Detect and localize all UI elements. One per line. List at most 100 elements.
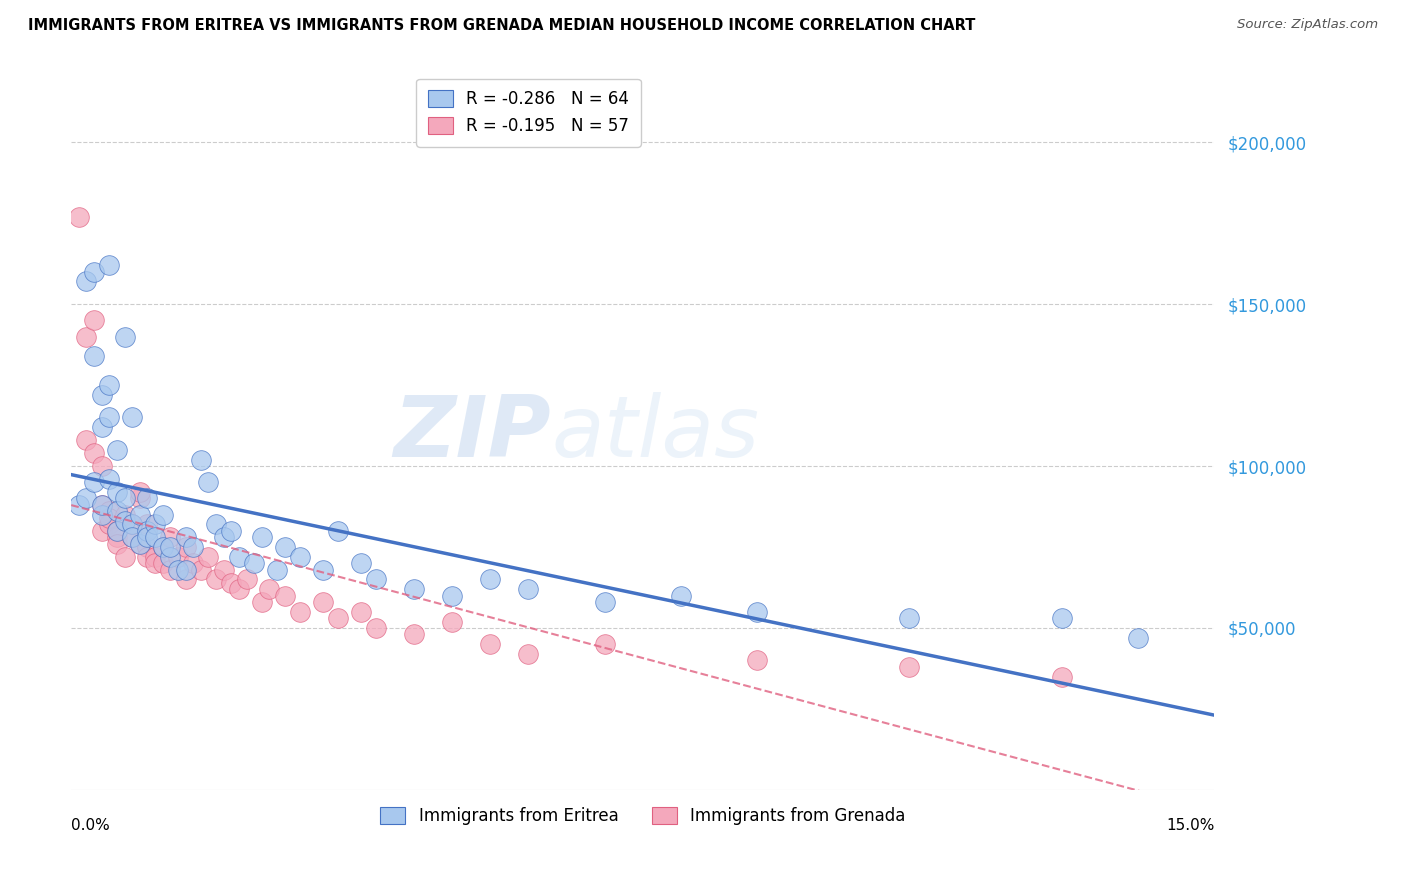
Point (90, 388, 112, 402)
Point (364, 573, 387, 587)
Point (90, 524, 112, 538)
Point (273, 589, 295, 603)
Point (159, 549, 181, 564)
Point (212, 530, 235, 544)
Point (83, 475, 105, 490)
Point (76, 491, 98, 506)
Point (174, 530, 197, 544)
Point (105, 524, 128, 538)
Point (90, 458, 112, 473)
Point (152, 508, 174, 522)
Point (479, 637, 502, 651)
Point (243, 556, 266, 570)
Point (105, 485, 128, 500)
Point (105, 524, 128, 538)
Point (219, 524, 242, 538)
Point (98, 258, 121, 272)
Point (326, 611, 349, 625)
Point (167, 563, 190, 577)
Point (745, 605, 768, 619)
Point (98, 472, 121, 486)
Point (205, 517, 228, 532)
Point (152, 540, 174, 554)
Point (517, 647, 540, 661)
Point (288, 605, 311, 619)
Point (114, 514, 136, 528)
Point (350, 605, 373, 619)
Point (90, 498, 112, 512)
Point (212, 563, 235, 577)
Point (83, 446, 105, 460)
Point (364, 621, 387, 635)
Point (114, 508, 136, 522)
Point (76, 433, 98, 447)
Point (190, 452, 212, 467)
Point (128, 485, 150, 500)
Point (312, 563, 335, 577)
Point (669, 589, 692, 603)
Point (114, 549, 136, 564)
Point (159, 540, 181, 554)
Point (441, 615, 464, 629)
Point (98, 511, 121, 525)
Point (159, 530, 181, 544)
Point (1050, 669, 1073, 683)
Text: 15.0%: 15.0% (1166, 819, 1215, 833)
Point (326, 524, 349, 538)
Legend: Immigrants from Eritrea, Immigrants from Grenada: Immigrants from Eritrea, Immigrants from… (374, 800, 912, 831)
Point (143, 530, 166, 544)
Point (441, 589, 464, 603)
Point (205, 573, 228, 587)
Point (174, 540, 197, 554)
Point (114, 329, 136, 343)
Point (121, 530, 143, 544)
Point (152, 556, 174, 570)
Point (83, 313, 105, 327)
Point (98, 504, 121, 518)
Point (219, 575, 242, 590)
Point (197, 549, 219, 564)
Point (259, 582, 281, 596)
Point (181, 540, 204, 554)
Point (83, 265, 105, 279)
Point (273, 540, 295, 554)
Point (105, 537, 128, 551)
Point (152, 540, 174, 554)
Point (98, 410, 121, 425)
Point (128, 537, 150, 551)
Point (90, 508, 112, 522)
Point (128, 491, 150, 506)
Point (174, 563, 197, 577)
Point (167, 549, 190, 564)
Point (143, 549, 166, 564)
Point (1050, 611, 1073, 625)
Point (288, 549, 311, 564)
Point (745, 653, 768, 667)
Point (312, 595, 335, 609)
Point (250, 530, 273, 544)
Point (98, 517, 121, 532)
Point (404, 627, 426, 641)
Point (76, 275, 98, 289)
Point (136, 517, 159, 532)
Point (83, 349, 105, 363)
Point (67, 210, 90, 224)
Point (90, 420, 112, 434)
Point (517, 582, 540, 596)
Text: ZIP: ZIP (394, 392, 551, 475)
Text: IMMIGRANTS FROM ERITREA VS IMMIGRANTS FROM GRENADA MEDIAN HOUSEHOLD INCOME CORRE: IMMIGRANTS FROM ERITREA VS IMMIGRANTS FR… (28, 18, 976, 33)
Text: 0.0%: 0.0% (72, 819, 110, 833)
Point (121, 410, 143, 425)
Point (350, 556, 373, 570)
Point (1126, 631, 1149, 645)
Point (136, 524, 159, 538)
Point (228, 549, 250, 564)
Point (128, 537, 150, 551)
Point (228, 582, 250, 596)
Point (76, 329, 98, 343)
Point (190, 563, 212, 577)
Point (128, 508, 150, 522)
Point (121, 530, 143, 544)
Text: Source: ZipAtlas.com: Source: ZipAtlas.com (1237, 18, 1378, 31)
Point (143, 517, 166, 532)
